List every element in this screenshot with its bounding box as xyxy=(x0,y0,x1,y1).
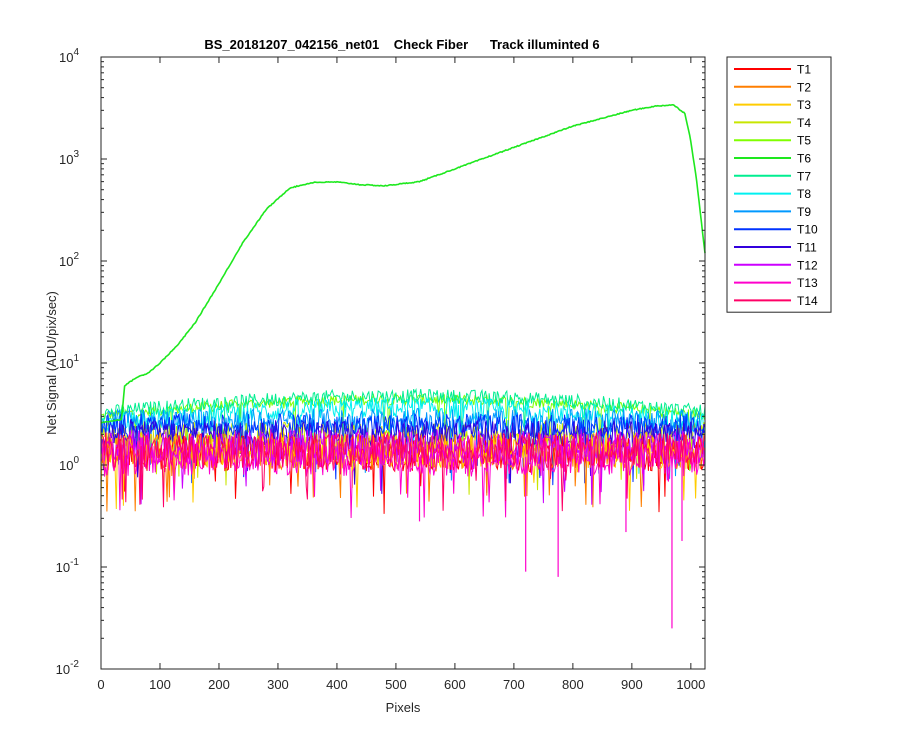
legend-box xyxy=(726,56,832,313)
x-tick-label: 1000 xyxy=(676,677,705,692)
y-tick-label: 100 xyxy=(59,455,79,473)
legend-label-T9: T9 xyxy=(797,205,811,219)
legend-label-T8: T8 xyxy=(797,187,811,201)
legend-label-T2: T2 xyxy=(797,80,811,94)
series-group xyxy=(100,104,706,629)
plot-area xyxy=(101,57,705,669)
legend-label-T13: T13 xyxy=(797,276,818,290)
legend-label-T11: T11 xyxy=(797,241,817,255)
legend-label-T4: T4 xyxy=(797,116,811,130)
legend-label-T14: T14 xyxy=(797,294,818,308)
legend-label-T7: T7 xyxy=(797,169,811,183)
y-axis-label: Net Signal (ADU/pix/sec) xyxy=(44,291,59,435)
legend-label-T3: T3 xyxy=(797,98,811,112)
series-line-T14 xyxy=(100,431,706,512)
x-tick-label: 100 xyxy=(149,677,171,692)
legend-label-T5: T5 xyxy=(797,134,811,148)
legend-label-T10: T10 xyxy=(797,223,818,237)
y-tick-label: 10-1 xyxy=(56,557,80,575)
x-tick-label: 300 xyxy=(267,677,289,692)
y-tick-label: 101 xyxy=(59,353,79,371)
x-tick-label: 600 xyxy=(444,677,466,692)
x-tick-label: 0 xyxy=(97,677,104,692)
x-tick-label: 400 xyxy=(326,677,348,692)
legend: T1 T2 T3 T4 T5 T6 T7 T8 T9 T10 T11 T12 T13 T14 xyxy=(726,56,832,313)
x-tick-label: 700 xyxy=(503,677,525,692)
chart-title: BS_20181207_042156_net01 Check Fiber Tra… xyxy=(204,37,599,52)
legend-label-T6: T6 xyxy=(797,152,811,166)
y-tick-label: 104 xyxy=(59,47,79,65)
x-tick-label: 200 xyxy=(208,677,230,692)
series-line-T6 xyxy=(100,104,706,424)
legend-label-T12: T12 xyxy=(797,258,818,272)
series-line-T7 xyxy=(100,387,706,460)
legend-label-T1: T1 xyxy=(797,63,811,77)
y-tick-label: 10-2 xyxy=(56,659,80,677)
axes-group: 0 100 200 300 400 500 600 700 800 900 1000 104 103 10… xyxy=(56,47,706,692)
x-tick-label: 800 xyxy=(562,677,584,692)
x-axis-label: Pixels xyxy=(386,700,421,715)
y-tick-label: 103 xyxy=(59,149,79,167)
y-tick-label: 102 xyxy=(59,251,79,269)
x-tick-label: 900 xyxy=(621,677,643,692)
x-tick-label: 500 xyxy=(385,677,407,692)
